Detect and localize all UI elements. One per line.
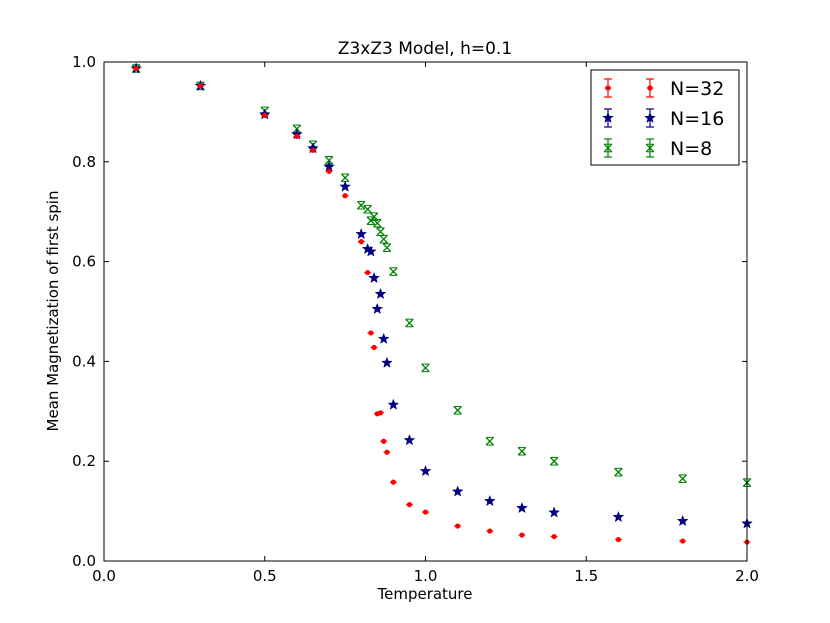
x-axis-label: Temperature <box>376 585 472 603</box>
data-point <box>676 514 689 527</box>
legend-label: N=32 <box>670 78 724 100</box>
data-point <box>309 147 317 153</box>
legend: N=32 N=16 N=8 <box>590 69 740 166</box>
data-point <box>261 112 269 118</box>
data-point <box>382 243 392 252</box>
data-point <box>356 200 366 210</box>
data-point <box>376 410 384 416</box>
y-tick-label: 0.2 <box>72 452 96 470</box>
x-tick-label: 0.0 <box>92 567 116 585</box>
data-point <box>196 83 204 89</box>
axis-ticks: 0.0 0.5 1.0 1.5 2.0 0.0 0.2 0.4 0.6 0.8 1.0 <box>72 53 759 585</box>
legend-marker <box>646 85 654 91</box>
data-point <box>293 133 301 139</box>
data-point <box>370 344 378 351</box>
data-point <box>357 239 365 245</box>
y-tick-label: 1.0 <box>72 53 96 71</box>
data-point <box>485 436 495 446</box>
data-point <box>405 318 414 328</box>
data-point <box>454 523 462 529</box>
data-point <box>483 494 496 507</box>
legend-marker <box>603 143 613 153</box>
legend-item: N=8 <box>603 138 712 160</box>
data-point <box>132 65 140 72</box>
data-point <box>548 506 561 518</box>
data-point <box>364 245 377 257</box>
legend-marker <box>602 111 614 124</box>
data-point <box>381 356 393 368</box>
data-point <box>371 302 384 315</box>
data-point <box>421 363 430 373</box>
legend-item: N=16 <box>602 108 724 130</box>
data-point <box>339 180 352 192</box>
legend-item: N=32 <box>604 78 724 100</box>
data-point <box>486 528 494 534</box>
data-point <box>341 193 349 199</box>
data-point <box>364 269 372 276</box>
y-tick-label: 0.8 <box>72 153 96 171</box>
data-point <box>403 434 416 446</box>
data-point <box>453 406 462 415</box>
data-point <box>549 456 559 466</box>
x-tick-label: 1.0 <box>414 567 438 585</box>
data-point <box>387 398 400 410</box>
data-point <box>379 234 388 244</box>
data-point <box>367 330 375 336</box>
data-point <box>383 449 391 455</box>
data-point <box>389 479 397 485</box>
x-tick-label: 1.5 <box>574 567 598 585</box>
data-point <box>389 267 398 276</box>
data-point <box>614 467 623 477</box>
data-point <box>377 332 390 344</box>
series-n-32 <box>132 65 751 545</box>
data-point <box>325 168 333 174</box>
y-tick-label: 0.4 <box>72 352 96 370</box>
legend-marker <box>645 143 655 153</box>
y-tick-label: 0.0 <box>72 552 96 570</box>
legend-label: N=8 <box>670 138 712 160</box>
data-point <box>405 502 413 508</box>
x-tick-label: 0.5 <box>253 567 277 585</box>
data-point <box>422 509 429 515</box>
data-point <box>516 501 528 514</box>
data-point <box>678 474 687 483</box>
data-marks <box>130 62 753 545</box>
data-point <box>679 538 687 544</box>
data-point <box>373 218 382 228</box>
data-point <box>517 446 527 456</box>
data-point <box>518 532 526 538</box>
data-point <box>550 533 558 540</box>
y-tick-label: 0.6 <box>72 253 96 271</box>
data-point <box>374 287 387 300</box>
data-point <box>614 536 622 543</box>
data-point <box>368 271 380 284</box>
x-tick-label: 2.0 <box>735 567 759 585</box>
data-point <box>451 485 464 497</box>
legend-label: N=16 <box>670 108 724 130</box>
legend-marker <box>604 85 612 91</box>
data-point <box>612 510 625 523</box>
y-axis-label: Mean Magnetization of first spin <box>44 191 62 432</box>
legend-frame <box>590 69 740 166</box>
chart-title: Z3xZ3 Model, h=0.1 <box>338 39 512 59</box>
data-point <box>355 227 368 240</box>
data-point <box>380 438 388 444</box>
legend-marker <box>644 111 656 124</box>
data-point <box>376 227 385 236</box>
data-point <box>419 464 432 477</box>
